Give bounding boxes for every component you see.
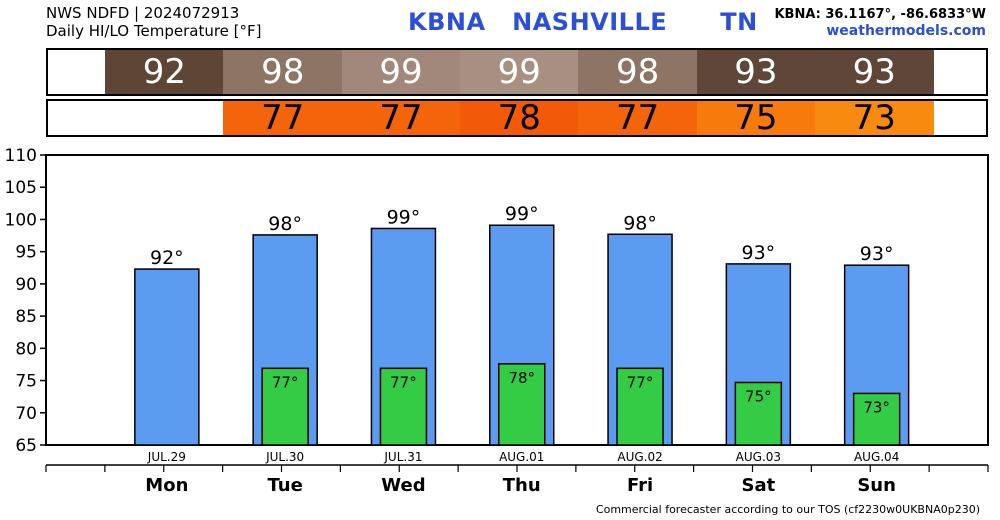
coords-label: KBNA: 36.1167°, -86.6833°W	[774, 7, 986, 22]
low-temp-bar	[616, 367, 664, 446]
day-label: Thu	[503, 475, 541, 496]
low-temp-cell: 77	[578, 98, 697, 138]
y-tick-label: 75	[15, 372, 37, 392]
y-tick-label: 70	[15, 404, 37, 424]
low-temp-label: 75°	[745, 387, 772, 405]
site-link[interactable]: weathermodels.com	[826, 23, 986, 39]
low-temp-strip: 77 77 78 77 75 73	[46, 98, 988, 138]
y-tick-label: 105	[5, 178, 37, 198]
low-temp-label: 78°	[508, 369, 535, 387]
high-temp-cell: 93	[814, 50, 934, 94]
low-temp-bar	[734, 381, 783, 446]
day-label: Tue	[267, 475, 302, 496]
high-temp-cell: 92	[105, 50, 224, 94]
y-tick-label: 110	[5, 146, 37, 166]
high-temp-label: 93°	[860, 243, 894, 265]
high-temp-label: 92°	[150, 247, 184, 269]
high-temp-label: 98°	[268, 213, 302, 235]
y-tick-label: 65	[15, 436, 37, 456]
date-label: AUG.02	[617, 450, 662, 464]
header-right: KBNA: 36.1167°, -86.6833°W weathermodels…	[774, 6, 986, 40]
low-temp-cell: 77	[223, 98, 343, 138]
high-temp-cell: 99	[341, 50, 461, 94]
low-temp-cell	[105, 101, 224, 135]
date-label: JUL.29	[147, 450, 186, 464]
low-temp-cell: 75	[696, 98, 816, 138]
high-temp-strip: 92 98 99 99 98 93 93	[46, 48, 988, 96]
y-tick-label: 95	[15, 243, 37, 263]
low-temp-cell: 73	[814, 98, 934, 138]
y-tick-label: 100	[5, 210, 37, 230]
date-label: AUG.01	[499, 450, 544, 464]
date-label: JUL.30	[265, 450, 304, 464]
high-temp-cell: 93	[696, 50, 816, 94]
day-label: Mon	[145, 475, 188, 496]
high-temp-label: 93°	[742, 242, 776, 264]
low-temp-bar	[498, 363, 546, 446]
y-tick-label: 85	[15, 307, 37, 327]
low-temp-bar	[379, 367, 428, 446]
low-temp-label: 77°	[272, 373, 299, 391]
high-temp-cell: 98	[223, 50, 343, 94]
product-label: Daily HI/LO Temperature [°F]	[46, 22, 262, 40]
station-title: KBNA NASHVILLE TN	[408, 8, 758, 36]
day-label: Fri	[627, 475, 653, 496]
date-label: AUG.03	[736, 450, 781, 464]
high-temp-label: 99°	[387, 206, 421, 228]
y-tick-label: 80	[15, 339, 37, 359]
low-temp-cell: 78	[459, 98, 579, 138]
low-temp-label: 77°	[627, 373, 654, 391]
date-label: JUL.31	[383, 450, 422, 464]
low-temp-bar	[261, 367, 309, 446]
low-temp-bar	[852, 392, 901, 446]
low-temp-label: 73°	[863, 398, 890, 416]
footer-note: Commercial forecaster according to our T…	[595, 503, 980, 516]
header-left: NWS NDFD | 2024072913 Daily HI/LO Temper…	[46, 4, 262, 40]
model-run-label: NWS NDFD | 2024072913	[46, 4, 240, 22]
high-temp-cell: 98	[578, 50, 697, 94]
low-temp-label: 77°	[390, 373, 417, 391]
day-label: Sun	[857, 475, 896, 496]
high-temp-bar	[134, 268, 200, 446]
high-temp-label: 98°	[623, 212, 657, 234]
day-label: Sat	[741, 475, 775, 496]
high-temp-cell: 99	[459, 50, 579, 94]
day-label: Wed	[381, 475, 425, 496]
y-tick-label: 90	[15, 275, 37, 295]
date-label: AUG.04	[854, 450, 899, 464]
high-temp-label: 99°	[505, 203, 539, 225]
low-temp-cell: 77	[341, 98, 461, 138]
